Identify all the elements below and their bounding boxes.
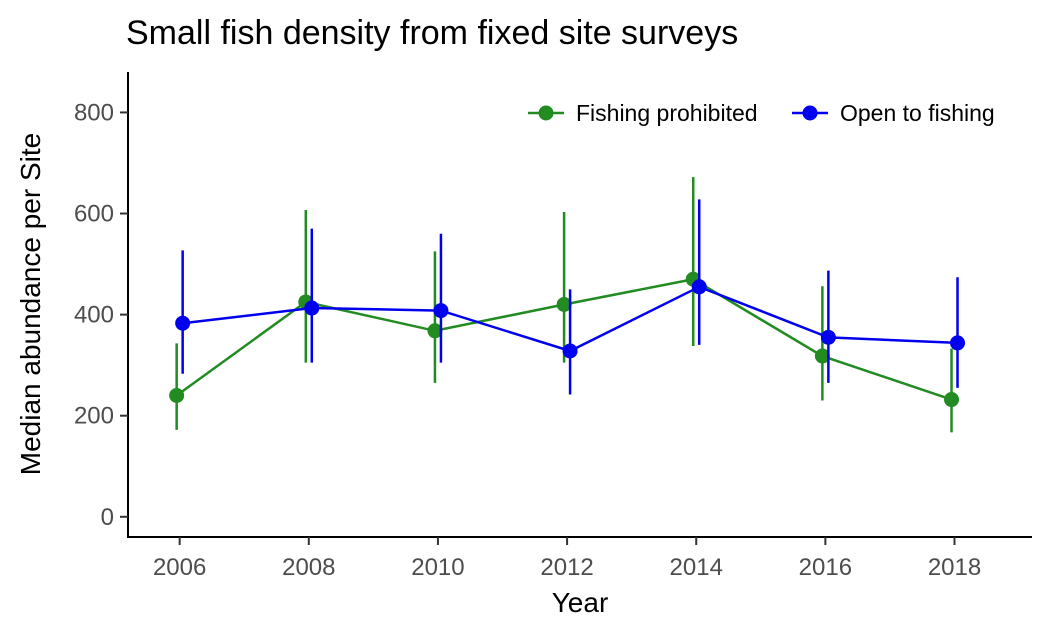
data-point xyxy=(691,279,707,295)
data-point xyxy=(304,300,320,316)
data-point xyxy=(169,387,185,403)
y-axis-title: Median abundance per Site xyxy=(15,133,46,475)
legend-label: Fishing prohibited xyxy=(576,100,758,126)
x-axis-title: Year xyxy=(552,587,609,618)
x-tick-label: 2010 xyxy=(411,554,464,581)
data-point xyxy=(175,315,191,331)
y-ticks: 0 200 400 600 800 xyxy=(74,99,128,531)
legend-label: Open to fishing xyxy=(840,100,995,126)
data-point xyxy=(950,335,966,351)
data-point xyxy=(814,348,830,364)
x-tick-label: 2014 xyxy=(670,554,723,581)
legend-key-point xyxy=(802,105,818,121)
x-tick-label: 2016 xyxy=(799,554,852,581)
legend-item-fishing-prohibited: Fishing prohibited xyxy=(528,100,758,126)
legend-item-open-to-fishing: Open to fishing xyxy=(792,100,995,126)
y-tick-label: 800 xyxy=(74,99,114,126)
data-point xyxy=(556,297,572,312)
data-point xyxy=(820,329,836,345)
x-tick-label: 2008 xyxy=(282,554,335,581)
y-tick-label: 600 xyxy=(74,201,114,228)
data-point xyxy=(944,392,960,408)
y-tick-label: 200 xyxy=(74,403,114,430)
y-tick-label: 0 xyxy=(101,504,114,531)
series-fishing-prohibited xyxy=(169,177,960,433)
legend-key-point xyxy=(538,105,554,121)
legend: Fishing prohibited Open to fishing xyxy=(528,100,995,126)
x-tick-label: 2018 xyxy=(928,554,981,581)
series-layer xyxy=(169,177,966,433)
x-ticks: 2006 2008 2010 2012 2014 2016 2018 xyxy=(153,537,981,581)
data-point xyxy=(433,303,449,319)
chart-title: Small fish density from fixed site surve… xyxy=(126,14,738,52)
data-point xyxy=(562,343,578,359)
x-tick-label: 2006 xyxy=(153,554,206,581)
data-point xyxy=(427,323,443,339)
x-tick-label: 2012 xyxy=(540,554,593,581)
series-open-to-fishing xyxy=(175,199,966,395)
y-tick-label: 400 xyxy=(74,302,114,329)
